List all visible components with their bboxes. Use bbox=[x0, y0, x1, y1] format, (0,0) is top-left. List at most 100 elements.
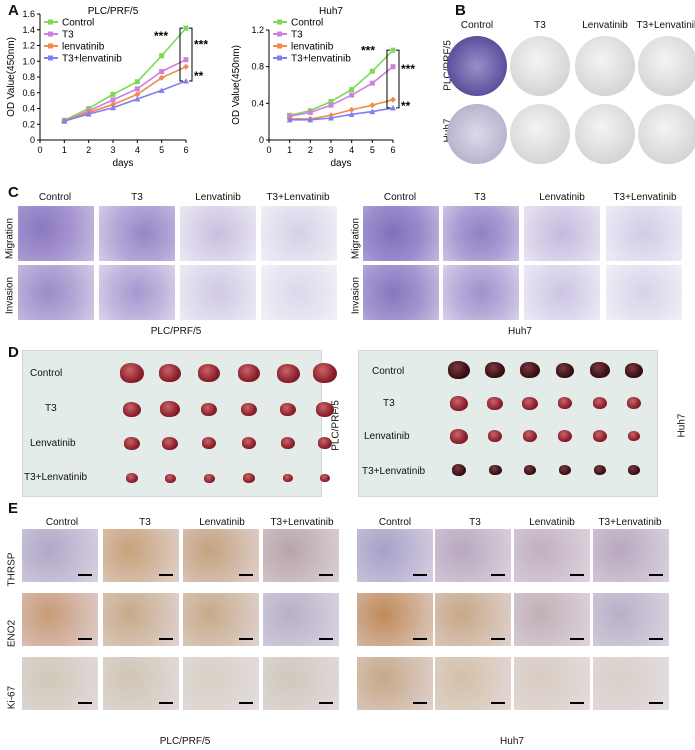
y-tick-label: 1.4 bbox=[22, 25, 35, 35]
x-tick-label: 3 bbox=[328, 145, 333, 155]
tumor bbox=[120, 363, 144, 384]
ihc-col-label: T3+Lenvatinib bbox=[598, 517, 662, 528]
data-point bbox=[390, 104, 396, 111]
ihc-image bbox=[593, 593, 669, 646]
tumor bbox=[202, 437, 216, 449]
y-tick-label: 0.8 bbox=[251, 62, 264, 72]
tumor-row-label: T3+Lenvatinib bbox=[362, 466, 426, 477]
bracket bbox=[189, 27, 193, 82]
data-point bbox=[159, 53, 165, 59]
transwell-col-label: Lenvatinib bbox=[195, 192, 241, 203]
transwell-col-label: T3 bbox=[131, 192, 143, 203]
panel-label-b: B bbox=[455, 2, 466, 19]
legend-marker bbox=[277, 55, 282, 61]
transwell-image bbox=[524, 206, 600, 261]
y-tick-label: 0.2 bbox=[22, 119, 35, 129]
tumor bbox=[556, 362, 574, 378]
ihc-image bbox=[514, 593, 590, 646]
transwell-cell-label: PLC/PRF/5 bbox=[150, 326, 202, 337]
series-line bbox=[289, 98, 394, 120]
tumor bbox=[522, 396, 538, 410]
scale-bar bbox=[413, 702, 427, 704]
scale-bar bbox=[649, 638, 663, 640]
scale-bar bbox=[319, 638, 333, 640]
ihc-image bbox=[514, 529, 590, 582]
tumor bbox=[559, 465, 571, 476]
scale-bar bbox=[159, 702, 173, 704]
transwell-col-label: T3+Lenvatinib bbox=[266, 192, 330, 203]
colony-col-label: Control bbox=[460, 20, 494, 31]
ihc-image bbox=[103, 529, 179, 582]
data-point bbox=[183, 77, 189, 84]
x-tick-label: 0 bbox=[266, 145, 271, 155]
ihc-cell-label: PLC/PRF/5 bbox=[159, 736, 211, 747]
tumor bbox=[488, 464, 502, 476]
tumor bbox=[628, 431, 640, 442]
data-point bbox=[183, 25, 189, 31]
colony-dish bbox=[447, 104, 507, 164]
data-point bbox=[349, 87, 355, 93]
colony-dish bbox=[510, 36, 570, 96]
tumor-cell-label: Huh7 bbox=[676, 413, 688, 438]
tumor bbox=[488, 430, 502, 442]
tumor bbox=[160, 401, 180, 418]
chart-title: Huh7 bbox=[319, 6, 343, 17]
colony-dish bbox=[575, 104, 635, 164]
legend-label: Control bbox=[291, 18, 323, 29]
chart-title: PLC/PRF/5 bbox=[88, 6, 139, 17]
data-point bbox=[328, 102, 334, 108]
tumor bbox=[238, 364, 260, 383]
bracket bbox=[179, 27, 183, 82]
data-point bbox=[328, 99, 334, 104]
ihc-image bbox=[22, 657, 98, 710]
ihc-col-label: T3 bbox=[139, 517, 151, 528]
data-point bbox=[158, 74, 165, 81]
tumor-row-label: T3+Lenvatinib bbox=[24, 472, 88, 483]
ihc-col-label: Control bbox=[378, 517, 412, 528]
growth-chart-huh7: Huh7 0 0.4 0.8 1.2 0 1 2 3 4 5 6 days OD Value(450nm)… bbox=[231, 6, 415, 169]
y-tick-label: 1.0 bbox=[22, 56, 35, 66]
transwell-image bbox=[99, 265, 175, 320]
transwell-cell-label: Huh7 bbox=[508, 326, 532, 337]
data-point bbox=[349, 92, 355, 98]
transwell-image bbox=[261, 206, 337, 261]
series-line bbox=[289, 107, 394, 121]
bracket bbox=[386, 49, 390, 109]
tumor bbox=[126, 473, 138, 484]
y-tick-label: 0.4 bbox=[22, 104, 35, 114]
tumor bbox=[625, 362, 643, 378]
data-point bbox=[348, 106, 355, 113]
scale-bar bbox=[491, 702, 505, 704]
y-tick-label: 0.8 bbox=[22, 72, 35, 82]
data-point bbox=[390, 47, 396, 53]
transwell-image bbox=[261, 265, 337, 320]
tumor bbox=[628, 465, 640, 476]
scale-bar bbox=[159, 574, 173, 576]
ihc-image bbox=[183, 593, 259, 646]
tumor bbox=[558, 397, 572, 409]
tumor-row-label: T3 bbox=[383, 398, 395, 409]
panel-label-e: E bbox=[8, 500, 19, 517]
tumor bbox=[164, 473, 176, 483]
ihc-image bbox=[435, 593, 511, 646]
ihc-image bbox=[357, 593, 433, 646]
transwell-image bbox=[524, 265, 600, 320]
legend-marker bbox=[277, 19, 282, 25]
ihc-col-label: T3 bbox=[469, 517, 481, 528]
x-tick-label: 2 bbox=[308, 145, 313, 155]
scale-bar bbox=[78, 574, 92, 576]
tumor bbox=[452, 464, 466, 476]
tumor bbox=[320, 474, 330, 483]
transwell-panel: Control T3 Lenvatinib T3+Lenvatinib Cont… bbox=[0, 188, 695, 338]
x-tick-label: 6 bbox=[183, 145, 188, 155]
significance-label: *** bbox=[361, 43, 375, 57]
tumor bbox=[159, 364, 181, 383]
scale-bar bbox=[570, 638, 584, 640]
scale-bar bbox=[570, 574, 584, 576]
scale-bar bbox=[491, 574, 505, 576]
legend-marker bbox=[48, 43, 53, 49]
panel-label-a: A bbox=[8, 2, 19, 19]
series-line bbox=[63, 27, 187, 122]
ihc-cell-label: Huh7 bbox=[500, 736, 524, 747]
x-axis-label: days bbox=[112, 158, 133, 169]
